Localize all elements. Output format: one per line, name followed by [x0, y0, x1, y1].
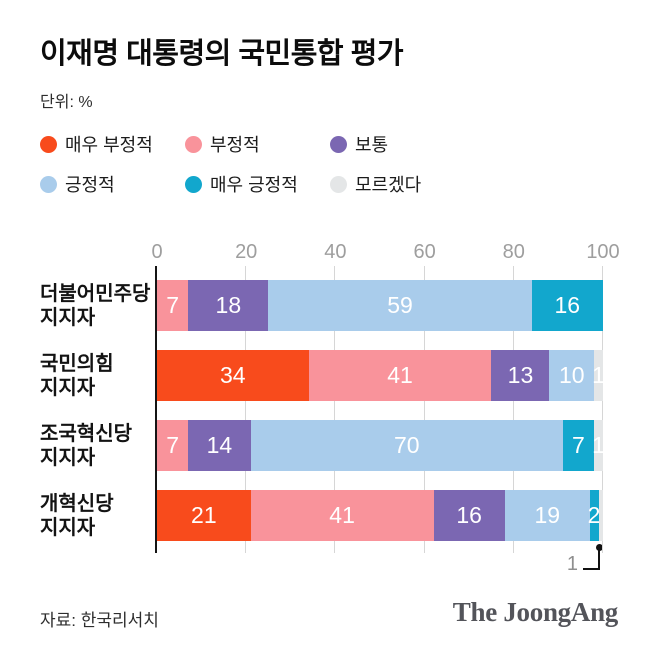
bar-value-label: 7	[572, 432, 585, 458]
bar-value-label: 7	[166, 432, 179, 458]
bar-segment: 41	[308, 350, 492, 401]
legend-item: 매우 긍정적	[185, 171, 330, 197]
plot-area: 1 0 20 40 60 80 100 더불어민주당 지지자 7 18 59 16 국민의힘 지지자 3…	[40, 242, 620, 575]
bar-segment: 2	[587, 490, 601, 541]
bar-segment: 7	[157, 420, 189, 471]
legend-swatch-icon	[330, 135, 347, 153]
bar-value-label: 18	[215, 292, 242, 318]
bar-value-label: 19	[534, 502, 561, 528]
legend-label: 긍정적	[65, 175, 115, 195]
gridline	[423, 266, 425, 553]
legend-swatch-icon	[40, 135, 57, 153]
gridline	[602, 266, 603, 553]
legend-swatch-icon	[330, 175, 347, 193]
legend-item: 부정적	[185, 131, 330, 157]
bar-value-label: 16	[554, 292, 581, 318]
bar-segment: 10	[549, 350, 595, 401]
legend-label: 매우 긍정적	[210, 175, 298, 195]
legend-swatch-icon	[40, 175, 57, 193]
bar-row: 21 41 16 19 2	[157, 490, 603, 541]
bar-value-label: 10	[558, 362, 585, 388]
source-credit: 자료: 한국리서치	[40, 611, 159, 630]
legend-item: 매우 부정적	[40, 131, 185, 157]
bar-value-label: 21	[191, 502, 217, 528]
x-axis-tick-label: 40	[324, 241, 347, 263]
bar-segment: 16	[531, 280, 603, 331]
legend-label: 매우 부정적	[65, 135, 153, 155]
bar-value-label: 7	[166, 292, 179, 318]
stacked-bar-chart: 1 0 20 40 60 80 100 더불어민주당 지지자 7 18 59 16 국민의힘 지지자 3…	[40, 242, 620, 575]
callout-connector-line	[583, 568, 600, 570]
bar-value-label: 2	[587, 502, 601, 528]
bar-segment: 70	[250, 420, 563, 471]
legend-swatch-icon	[185, 175, 202, 193]
bar-segment: 34	[157, 350, 309, 401]
x-axis-tick-label: 100	[586, 241, 620, 263]
bar-segment: 16	[433, 490, 505, 541]
category-label: 더불어민주당 지지자	[40, 282, 151, 329]
gridline	[512, 266, 514, 553]
legend-item: 모르겠다	[330, 171, 421, 197]
bar-value-label: 14	[206, 432, 233, 458]
callout-dot	[596, 544, 603, 551]
category-label: 개혁신당 지지자	[40, 492, 114, 539]
bar-segment: 7	[562, 420, 595, 471]
x-axis-tick-label: 20	[235, 241, 258, 263]
category-label: 조국혁신당 지지자	[40, 422, 132, 469]
legend-swatch-icon	[185, 135, 202, 153]
x-axis-tick-label: 0	[151, 241, 163, 263]
joongang-logo: The JoongAng	[452, 597, 619, 627]
bar-value-label: 13	[507, 362, 534, 388]
bar-value-label: 1	[592, 362, 605, 388]
x-axis-tick-label: 60	[413, 241, 436, 263]
bar-value-label: 41	[387, 362, 413, 388]
bar-segment: 7	[157, 280, 189, 331]
bar-row: 34 41 13 10 1	[157, 350, 605, 401]
bar-segment: 18	[188, 280, 269, 331]
gridline	[245, 266, 247, 553]
callout-value-label: 1	[566, 553, 578, 575]
unit-label: 단위: %	[40, 94, 93, 111]
legend-item: 보통	[330, 131, 421, 157]
bar-value-label: 70	[393, 432, 420, 458]
bar-segment: 14	[188, 420, 251, 471]
bar-row: 7 14 70 7 1	[157, 420, 605, 471]
bar-segment: 19	[504, 490, 590, 541]
bar-value-label: 1	[592, 432, 605, 458]
category-label: 국민의힘 지지자	[40, 352, 114, 399]
page-title: 이재명 대통령의 국민통합 평가	[40, 38, 404, 70]
bar-segment: 59	[268, 280, 532, 331]
callout-connector-line	[598, 549, 600, 570]
bar-value-label: 34	[220, 362, 246, 388]
bar-segment	[598, 490, 603, 541]
bar-segment: 1	[592, 350, 605, 401]
bar-segment: 21	[157, 490, 251, 541]
bar-value-label: 16	[456, 502, 482, 528]
legend-label: 모르겠다	[355, 175, 422, 195]
bar-segment: 13	[491, 350, 550, 401]
legend-label: 보통	[355, 135, 389, 155]
bar-segment: 41	[250, 490, 434, 541]
bar-row: 7 18 59 16	[157, 280, 603, 331]
legend-label: 부정적	[210, 135, 260, 155]
bar-value-label: 59	[387, 292, 413, 318]
x-axis-tick-label: 80	[502, 241, 525, 263]
bar-value-label: 41	[329, 502, 355, 528]
gridline	[334, 266, 336, 553]
y-axis-line	[155, 266, 157, 553]
legend-item: 긍정적	[40, 171, 185, 197]
bar-segment: 1	[592, 420, 605, 471]
